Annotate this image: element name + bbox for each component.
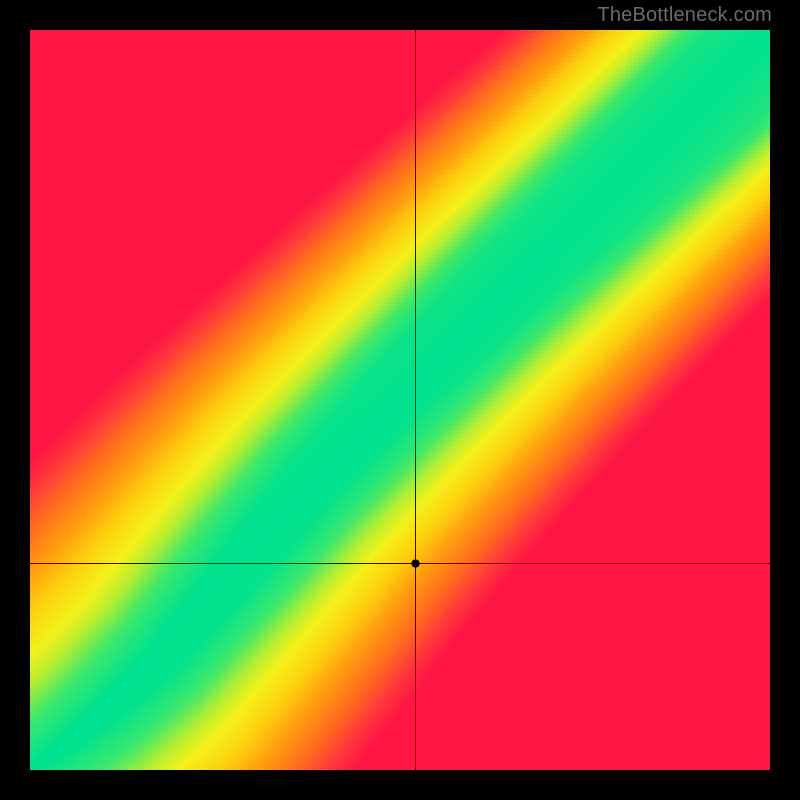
chart-frame: TheBottleneck.com [0,0,800,800]
plot-area [30,30,770,770]
watermark-text: TheBottleneck.com [597,4,772,27]
heatmap-canvas [30,30,770,770]
